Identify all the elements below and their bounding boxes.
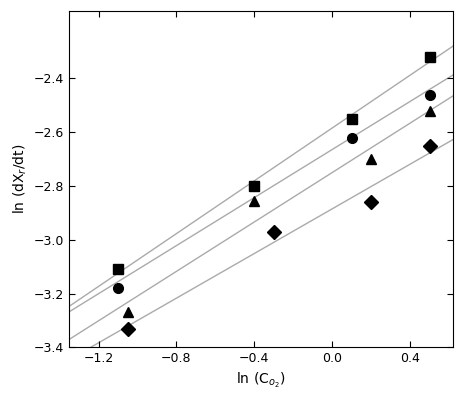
- X-axis label: ln (C$_{o_2}$): ln (C$_{o_2}$): [236, 371, 285, 390]
- Y-axis label: ln (dX$_r$/dt): ln (dX$_r$/dt): [11, 144, 28, 215]
